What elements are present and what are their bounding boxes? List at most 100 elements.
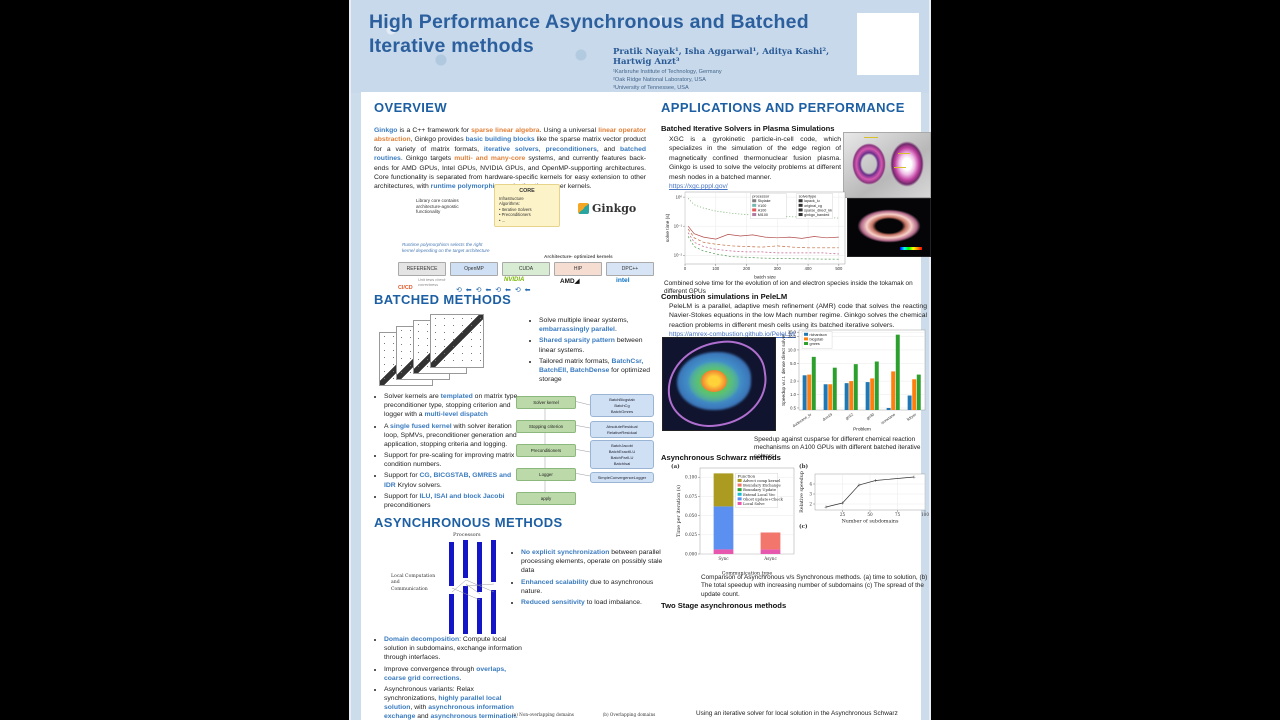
svg-text:+: +	[873, 478, 877, 484]
svg-text:10⁻¹: 10⁻¹	[674, 224, 683, 229]
schwarz-fig-c-label: (c)	[799, 524, 808, 530]
flow-logger-list: SimpleConvergenceLogger	[590, 472, 654, 483]
svg-text:Skylake: Skylake	[758, 199, 771, 203]
svg-text:Advect comp kernel: Advect comp kernel	[742, 479, 781, 483]
svg-text:+: +	[857, 483, 861, 489]
author-block: Pratik Nayak¹, Isha Aggarwal¹, Aditya Ka…	[613, 47, 863, 91]
svg-text:100: 100	[921, 512, 929, 517]
svg-text:5.0: 5.0	[790, 361, 796, 366]
ginkgo-logo-icon	[578, 203, 589, 214]
poster-header: High Performance Asynchronous and Batche…	[351, 0, 929, 93]
svg-text:4: 4	[809, 481, 812, 486]
flow-solvers-list: BatchBicgstab BatchCg BatchGmres	[590, 394, 654, 417]
async-heading: ASYNCHRONOUS METHODS	[374, 515, 563, 530]
flow-logger: Logger	[516, 468, 576, 481]
combustion-text: PeleLM is a parallel, adaptive mesh refi…	[669, 302, 927, 340]
flow-solver-kernel: Solver kernel	[516, 396, 576, 409]
domain-circles	[501, 628, 669, 712]
svg-text:100: 100	[712, 266, 720, 271]
vendor-row: NVIDIA AMD◢ intel	[396, 277, 656, 289]
applications-heading: APPLICATIONS AND PERFORMANCE	[661, 100, 905, 115]
amd-logo: AMD◢	[560, 278, 580, 285]
svg-text:+: +	[912, 475, 916, 481]
schwarz-fig-b-label: (b)	[799, 464, 809, 470]
core-contents: Infrastructure Algorithms: • Iterative Sol…	[499, 196, 532, 223]
plasma-text: XGC is a gyrokinetic particle-in-cell co…	[669, 135, 841, 191]
cicd-label: CI/CD	[398, 285, 413, 291]
svg-text:MI100: MI100	[758, 213, 768, 217]
plasma-caption: Combined solve time for the evolution of…	[664, 280, 913, 296]
pelelm-speedup-chart: 0.5 1.0 2.0 5.0 10.0 20.025.0 Problem Speedup w…	[781, 330, 926, 433]
xgc-solve-time-chart: 10⁻² 10⁻¹ 10⁰ 0 100 200 300 400 500 batch size sol…	[665, 191, 846, 281]
domain-bullets: Domain decomposition: Compute local solu…	[374, 635, 524, 720]
async-message-lines	[451, 579, 495, 601]
domain-decomposition-figure: (a) Non-overlapping domains (b) Overlapp…	[501, 628, 669, 720]
affiliation-2: ²Oak Ridge National Laboratory, USA	[613, 77, 706, 83]
xgc-link[interactable]: https://xgc.pppl.gov/	[669, 182, 728, 190]
svg-text:richardson: richardson	[810, 333, 827, 337]
combustion-caption: Speedup against cusparse for different c…	[754, 436, 921, 460]
svg-text:Number of subdomains: Number of subdomains	[842, 519, 899, 525]
svg-text:isooctane: isooctane	[880, 413, 896, 426]
core-box: CORE Infrastructure Algorithms: • Iterativ…	[494, 184, 560, 228]
svg-text:lidryer: lidryer	[906, 412, 917, 422]
svg-text:gmres: gmres	[810, 342, 820, 346]
svg-text:10⁰: 10⁰	[676, 195, 683, 200]
flow-stopping-criterion: Stopping criterion	[516, 420, 576, 433]
svg-text:3: 3	[809, 491, 812, 496]
tokamak-torus-image	[847, 198, 931, 257]
tokamak-cross-section-image	[843, 132, 931, 198]
schwarz-fig-a-label: (a)	[671, 464, 680, 470]
batched-heading: BATCHED METHODS	[374, 292, 512, 307]
ginkgo-architecture-diagram: Library core contains architecture-agnos…	[396, 182, 656, 294]
svg-text:Boundary Exchange: Boundary Exchange	[743, 484, 781, 488]
svg-text:+: +	[840, 501, 844, 507]
ginkgo-logo: Ginkgo	[578, 202, 636, 215]
svg-text:0: 0	[684, 266, 687, 271]
svg-text:solve time (s): solve time (s)	[665, 213, 671, 242]
svg-text:2: 2	[809, 501, 812, 506]
svg-text:Boundary Update: Boundary Update	[743, 488, 776, 492]
twostage-heading: Two Stage asynchronous methods	[661, 601, 787, 610]
svg-text:processor: processor	[752, 194, 770, 199]
svg-text:25.0: 25.0	[788, 330, 797, 335]
backend-cuda: CUDA	[502, 262, 550, 276]
flow-preconditioners: Preconditioners	[516, 444, 576, 457]
svg-text:solvertype: solvertype	[799, 194, 817, 199]
svg-text:50: 50	[867, 512, 873, 517]
svg-text:10⁻²: 10⁻²	[674, 253, 683, 258]
svg-text:Extend Local Vec: Extend Local Vec	[743, 493, 775, 497]
plasma-paragraph: XGC is a gyrokinetic particle-in-cell co…	[669, 136, 841, 181]
backend-dpcpp: DPC++	[606, 262, 654, 276]
svg-text:Relative speedup: Relative speedup	[799, 471, 805, 513]
plasma-heading: Batched Iterative Solvers in Plasma Simu…	[661, 124, 835, 133]
svg-text:Problem: Problem	[853, 427, 871, 433]
runtime-note: Runtime polymorphism selects the right k…	[402, 242, 490, 253]
svg-text:300: 300	[774, 266, 782, 271]
cicd-arrows: ⟲ ⬅ ⟲ ⬅ ⟲ ⬅ ⟲ ⬅	[456, 287, 532, 294]
svg-text:0.025: 0.025	[685, 532, 697, 537]
svg-text:Communication type: Communication type	[722, 571, 773, 577]
backend-hip: HIP	[554, 262, 602, 276]
svg-text:20.0: 20.0	[788, 334, 797, 339]
svg-text:500: 500	[835, 266, 843, 271]
poster-title: High Performance Asynchronous and Batche…	[369, 11, 809, 58]
svg-text:Sync: Sync	[718, 556, 729, 561]
twostage-caption: Using an iterative solver for local solu…	[696, 710, 898, 717]
schwarz-time-chart: 0.000 0.025 0.050 0.075 0.100 Communication t…	[675, 467, 795, 577]
ginkgo-logo-text: Ginkgo	[592, 202, 637, 215]
batched-matrices-figure	[379, 314, 519, 394]
pelelm-link[interactable]: https://amrex-combustion.github.io/PeleL…	[669, 331, 796, 339]
svg-text:0.050: 0.050	[685, 513, 697, 518]
schwarz-heading: Asynchronous Schwarz methods	[661, 453, 781, 462]
affiliation-3: ³University of Tennessee, USA	[613, 85, 689, 91]
nvidia-logo: NVIDIA	[504, 277, 525, 283]
schwarz-caption: Comparison of Asynchronous v/s Synchrono…	[701, 574, 928, 598]
svg-text:batch size: batch size	[754, 275, 776, 281]
intel-logo: intel	[616, 277, 630, 284]
domains-caption-b: (b) Overlapping domains	[602, 712, 656, 717]
svg-text:dodecane_lu: dodecane_lu	[792, 413, 812, 429]
svg-text:1.0: 1.0	[790, 392, 796, 397]
svg-text:0.100: 0.100	[685, 475, 697, 480]
